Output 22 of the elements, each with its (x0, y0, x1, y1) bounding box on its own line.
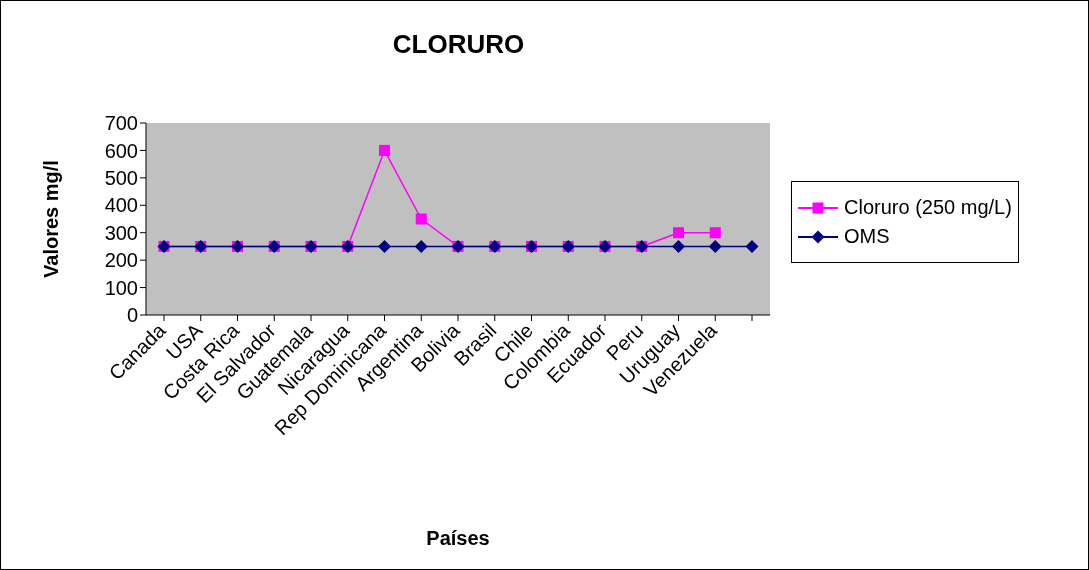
point (672, 239, 685, 253)
y-tick-label: 200 (104, 249, 138, 272)
y-tick-label: 100 (104, 276, 138, 299)
y-tick-label: 600 (104, 139, 138, 162)
legend-label: Cloruro (250 mg/L) (844, 196, 1012, 219)
point (414, 239, 428, 253)
x-axis-title: Países (426, 527, 490, 549)
y-axis-title: Valores mg/l (40, 160, 63, 278)
point (673, 227, 684, 239)
point (709, 227, 721, 239)
chart-title: CLORURO (391, 29, 526, 60)
y-tick-label: 300 (104, 221, 138, 244)
y-tick-label: 500 (104, 166, 138, 189)
point (708, 239, 722, 253)
y-tick-label: 0 (126, 304, 138, 327)
legend-label: OMS (844, 225, 890, 248)
point (745, 239, 759, 253)
y-tick-label: 400 (104, 194, 138, 217)
point (415, 213, 427, 225)
point (378, 239, 391, 253)
point (379, 144, 390, 156)
y-tick-label: 700 (104, 112, 138, 135)
